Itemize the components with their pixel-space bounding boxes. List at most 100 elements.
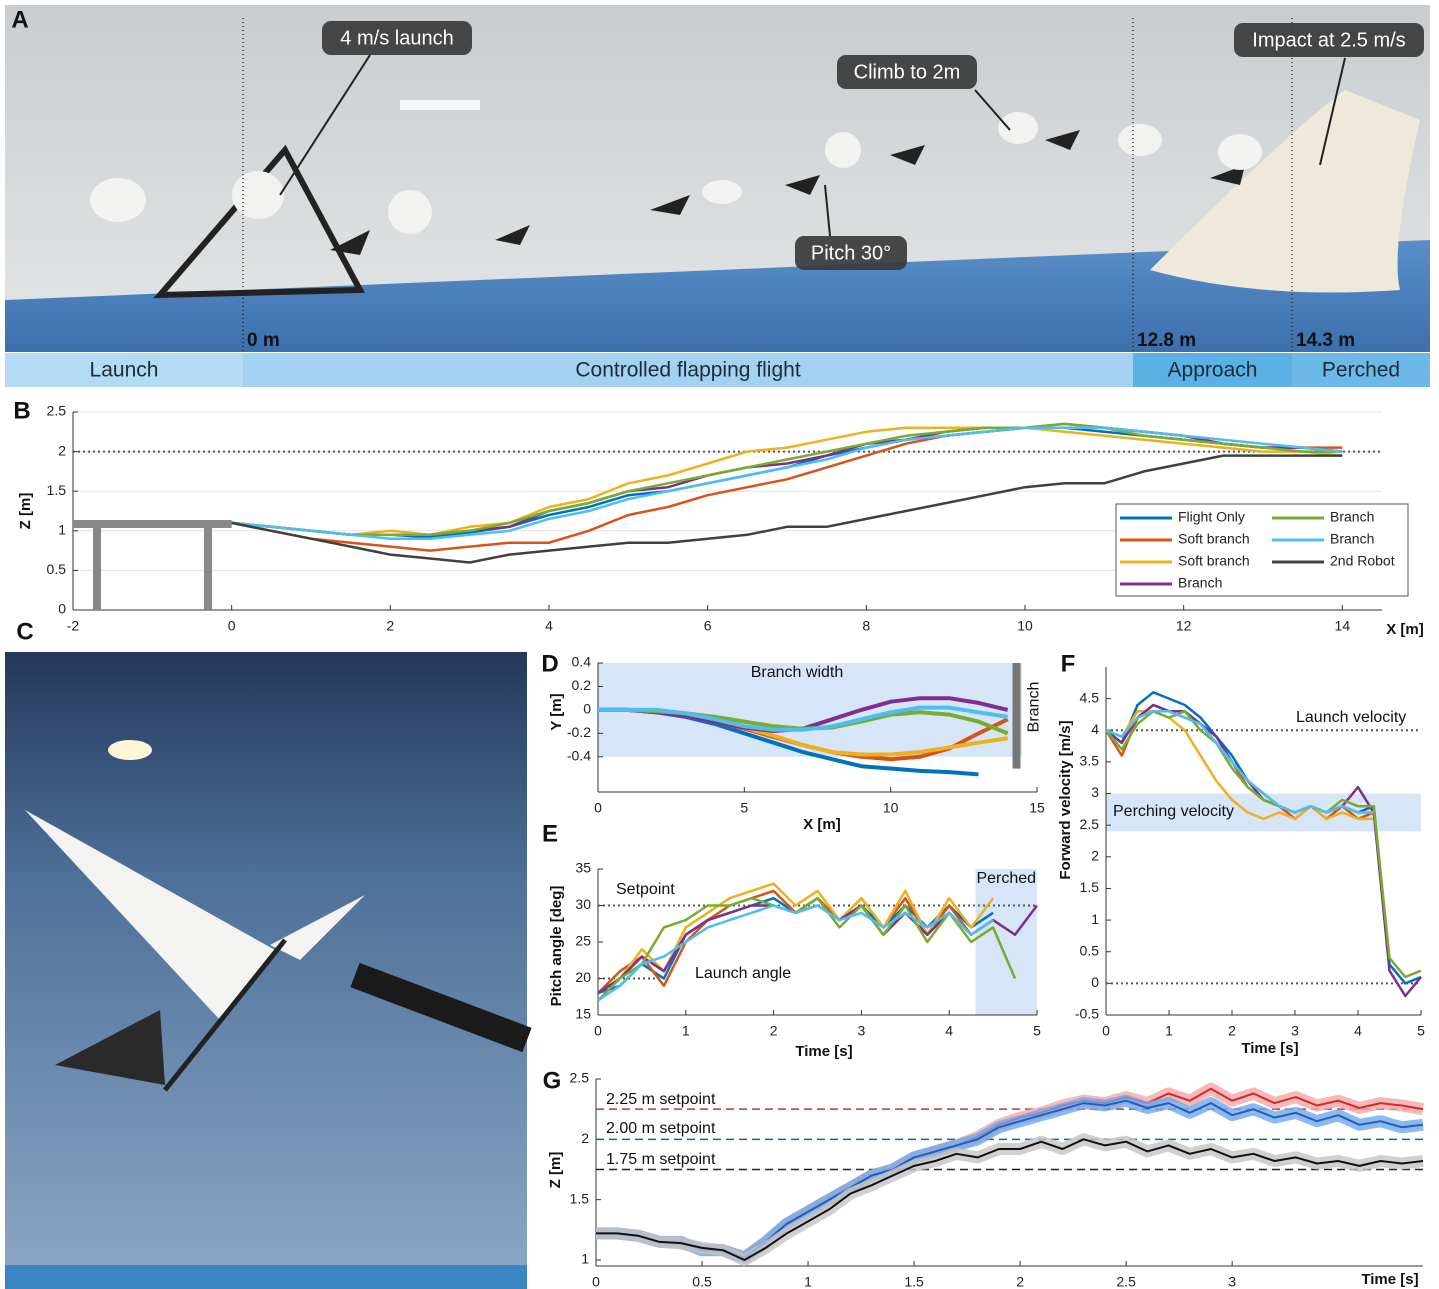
y-tick-label: 1.5 [570, 1190, 590, 1206]
launcher-tube [350, 962, 532, 1053]
robot-silhouettes [330, 130, 1245, 255]
series-line [596, 1138, 1424, 1261]
x-tick-label: 0 [592, 1274, 600, 1289]
y-tick-label: 0 [58, 601, 66, 617]
x-tick-label: 15 [1029, 800, 1045, 816]
band-label: Perching velocity [1113, 803, 1234, 820]
y-axis-label: Forward velocity [m/s] [1057, 720, 1074, 879]
annotation-leader [1319, 57, 1346, 166]
robot-tail [55, 1010, 165, 1085]
x-tick-label: 5 [740, 800, 748, 816]
legend-label: Flight Only [1178, 509, 1245, 525]
series-line [597, 904, 1038, 995]
x-tick-label: 3 [858, 1023, 866, 1039]
reference-label: Launch angle [695, 965, 791, 982]
phase-band [1292, 353, 1430, 387]
phase-band [1133, 353, 1292, 387]
y-tick-label: 30 [575, 896, 591, 912]
distance-label: 0 m [247, 330, 280, 351]
y-tick-label: -0.5 [1075, 1006, 1099, 1022]
annotation-label: Impact at 2.5 m/s [1252, 29, 1405, 51]
panel-label: B [13, 397, 30, 424]
y-tick-label: 2 [581, 1130, 589, 1146]
series-line [231, 426, 1343, 537]
x-tick-label: 0 [1102, 1023, 1110, 1039]
x-tick-label: 10 [883, 800, 899, 816]
annotation-leader [824, 184, 831, 237]
band-label: Branch width [751, 664, 844, 681]
series-line [1105, 710, 1422, 979]
annotation-label: Pitch 30° [811, 242, 891, 264]
y-tick-label: 1 [581, 1251, 589, 1267]
band-label: Perched [976, 870, 1036, 887]
phase-label: Approach [1168, 359, 1258, 382]
x-tick-label: 3 [1228, 1274, 1236, 1289]
y-axis-label: Z [m] [17, 493, 34, 530]
y-tick-label: 2.5 [47, 403, 67, 419]
x-tick-label: 0 [594, 800, 602, 816]
robot-body [163, 938, 287, 1092]
annotation-leader [974, 89, 1011, 131]
y-tick-label: -0.2 [567, 724, 591, 740]
reference-label: 2.00 m setpoint [606, 1120, 716, 1137]
phase-label: Launch [90, 359, 159, 382]
y-tick-label: 20 [575, 969, 591, 985]
y-tick-label: 2 [1091, 848, 1099, 864]
photo-lamp [108, 740, 152, 760]
photo-room [5, 652, 527, 1289]
legend-label: Soft branch [1178, 531, 1250, 547]
photo-floor [5, 1265, 527, 1289]
x-tick-label: 0 [228, 618, 236, 634]
y-tick-label: 0 [583, 701, 591, 717]
series-line [597, 904, 994, 1002]
x-tick-label: 4 [1354, 1023, 1362, 1039]
reference-label: Launch velocity [1296, 709, 1406, 726]
launcher [153, 144, 365, 299]
reference-label: 1.75 m setpoint [606, 1151, 716, 1168]
phase-label: Perched [1322, 359, 1400, 382]
y-tick-label: 1.5 [47, 482, 67, 498]
distance-label: 12.8 m [1137, 330, 1196, 351]
y-tick-label: 0.2 [572, 677, 592, 693]
y-tick-label: 15 [575, 1006, 591, 1022]
y-tick-label: 4.5 [1080, 689, 1100, 705]
y-axis-label: Y [m] [548, 693, 565, 730]
y-axis-label: Z [m] [547, 1152, 564, 1189]
x-tick-label: 5 [1417, 1023, 1425, 1039]
y-tick-label: 2.5 [570, 1070, 590, 1086]
series-line [231, 454, 1343, 564]
robot-wings [90, 112, 1262, 234]
reference-label: Setpoint [616, 881, 675, 898]
annotation-leader [279, 54, 371, 196]
series-line [596, 1099, 1424, 1259]
x-tick-label: -2 [67, 618, 80, 634]
y-tick-label: 0 [1091, 974, 1099, 990]
x-tick-label: 10 [1017, 618, 1033, 634]
launch-table-leg [204, 528, 212, 610]
y-tick-label: 0.4 [572, 654, 592, 670]
y-tick-label: -0.4 [567, 748, 591, 764]
x-tick-label: 2 [770, 1023, 778, 1039]
y-tick-label: 0.5 [1080, 942, 1100, 958]
y-tick-label: 2 [58, 442, 66, 458]
x-axis-label: X [m] [803, 816, 841, 833]
x-tick-label: 8 [862, 618, 870, 634]
panel-label: E [542, 820, 558, 847]
phase-label: Controlled flapping flight [575, 359, 800, 382]
x-axis-label: Time [s] [1241, 1040, 1298, 1057]
y-tick-label: 25 [575, 933, 591, 949]
series-line [1105, 691, 1422, 985]
launch-table [73, 520, 232, 528]
y-axis-label: Pitch angle [deg] [548, 886, 565, 1007]
y-tick-label: 3.5 [1080, 753, 1100, 769]
legend-label: Branch [1330, 531, 1374, 547]
robot-wing [270, 895, 365, 960]
x-tick-label: 1 [682, 1023, 690, 1039]
annotation-box [837, 55, 977, 89]
annotation-box [322, 21, 472, 55]
y-tick-label: 1.5 [1080, 879, 1100, 895]
x-tick-label: 4 [945, 1023, 953, 1039]
panel-label: G [543, 1067, 562, 1094]
series-line [597, 896, 1017, 1002]
robot-wing [25, 810, 275, 1020]
